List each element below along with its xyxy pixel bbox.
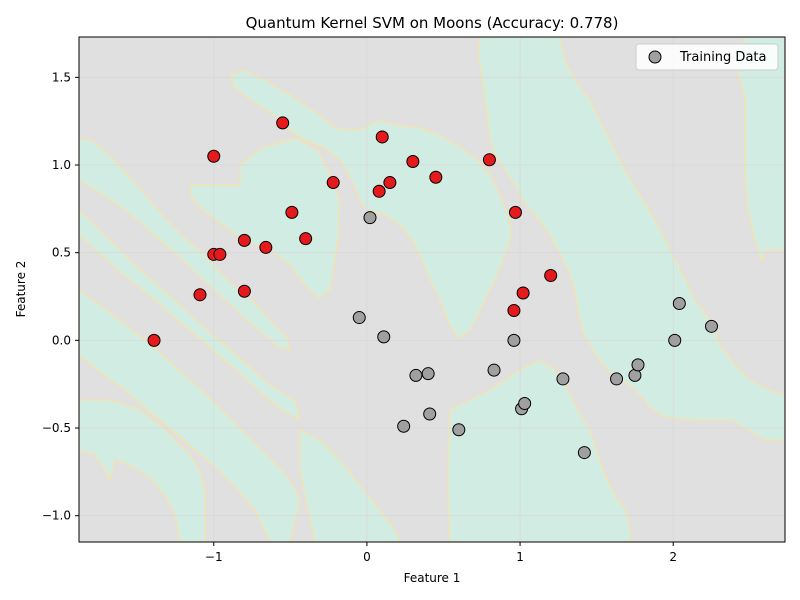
point-class1 — [383, 176, 397, 190]
point-class0 — [631, 358, 645, 372]
x-tick-label: 0 — [363, 550, 371, 564]
point-class0 — [423, 407, 437, 421]
x-axis: −1 0 1 2 — [205, 542, 677, 564]
point-class1 — [259, 240, 273, 254]
point-class0 — [577, 446, 591, 460]
point-class0 — [397, 419, 411, 433]
chart-title: Quantum Kernel SVM on Moons (Accuracy: 0… — [246, 14, 619, 32]
y-axis-label: Feature 2 — [14, 261, 28, 318]
point-class0 — [556, 372, 570, 386]
region-class1-center-band — [229, 69, 513, 339]
point-class1 — [516, 286, 530, 300]
point-class1 — [508, 205, 522, 219]
region-class1-lower-left — [79, 289, 301, 542]
region-class1-right-wedge — [477, 37, 785, 441]
legend-box — [635, 43, 779, 71]
point-class1 — [406, 154, 420, 168]
point-class0 — [672, 297, 686, 311]
region-class1-bottom-center — [447, 359, 631, 542]
y-axis: −1.0 −0.5 0.0 0.5 1.0 1.5 — [42, 70, 79, 523]
point-class1 — [482, 153, 496, 167]
point-class0 — [352, 311, 366, 325]
point-class0 — [668, 333, 682, 347]
x-tick-label: −1 — [205, 550, 223, 564]
region-class1-bottom-strip — [79, 399, 206, 542]
y-tick-label: −1.0 — [42, 509, 71, 523]
point-class1 — [372, 184, 386, 198]
point-class1 — [276, 116, 290, 130]
x-tick-label: 2 — [669, 550, 677, 564]
point-class1 — [147, 333, 161, 347]
point-class1 — [429, 170, 443, 184]
point-class0 — [704, 319, 718, 333]
point-class0 — [518, 396, 532, 410]
x-axis-label: Feature 1 — [404, 571, 461, 585]
legend-marker — [648, 50, 662, 64]
grid — [79, 37, 785, 542]
point-class0 — [377, 330, 391, 344]
point-class1 — [207, 149, 221, 163]
point-class1 — [285, 205, 299, 219]
y-tick-label: 1.0 — [52, 158, 71, 172]
point-class1 — [213, 247, 227, 261]
region-class1-top-left-island — [189, 137, 341, 299]
region-class1-bottom-left — [79, 139, 291, 351]
y-tick-label: −0.5 — [42, 421, 71, 435]
point-class1 — [507, 304, 521, 318]
point-class0 — [409, 368, 423, 382]
point-class0 — [487, 363, 501, 377]
point-class1 — [299, 232, 313, 246]
point-class0 — [507, 333, 521, 347]
point-class0 — [452, 423, 466, 437]
region-class1-left-strip — [79, 209, 301, 421]
axes-frame — [78, 36, 786, 543]
decision-regions — [79, 37, 785, 542]
legend: Training Data — [635, 43, 779, 71]
point-class1 — [193, 288, 207, 302]
point-class0 — [363, 211, 377, 225]
point-class1 — [237, 284, 251, 298]
point-class0 — [421, 367, 435, 381]
region-class1-bottom-center-left — [299, 429, 401, 542]
x-tick-label: 1 — [516, 550, 524, 564]
y-tick-label: 1.5 — [52, 70, 71, 84]
y-tick-label: 0.0 — [52, 333, 71, 347]
scatter-points — [147, 116, 718, 460]
point-class1 — [237, 233, 251, 247]
y-tick-label: 0.5 — [52, 246, 71, 260]
legend-label: Training Data — [679, 50, 766, 65]
point-class1 — [375, 130, 389, 144]
region-class1-right-edge — [734, 37, 785, 263]
point-class1 — [326, 176, 340, 190]
point-class1 — [544, 268, 558, 282]
point-class0 — [610, 372, 624, 386]
